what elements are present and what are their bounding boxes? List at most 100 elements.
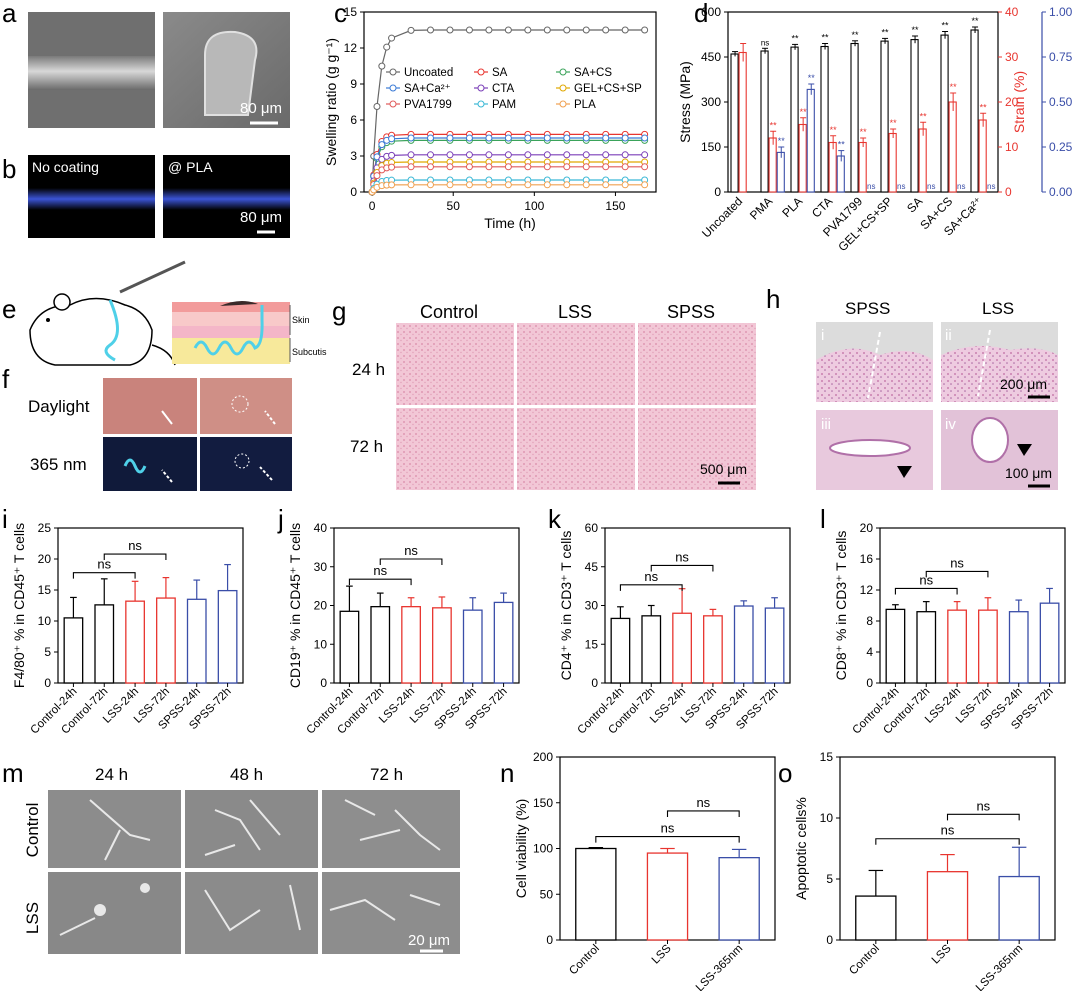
bar [641, 615, 662, 684]
scale-label: 200 μm [1000, 376, 1047, 392]
panel-i-letter: i [2, 504, 8, 534]
data-point [407, 26, 415, 34]
y-axis-label: Strain (%) [1011, 71, 1027, 133]
data-point [427, 151, 435, 159]
col-spss: SPSS [845, 299, 890, 318]
y-tick-label: 20 [314, 599, 328, 613]
significance-bracket [925, 570, 989, 578]
y-tick-label: 100 [533, 842, 553, 856]
significance-label: ns [675, 549, 689, 564]
legend-label: SA [492, 67, 508, 79]
data-point [641, 134, 649, 142]
significance-label: ns [128, 538, 142, 553]
suture-in-tissue [193, 305, 264, 356]
legend-label: SA+CS [574, 67, 612, 79]
y-tick-label: 12 [344, 41, 358, 55]
bar [63, 617, 84, 684]
x-tick-label: LSS-365nm [974, 943, 1025, 991]
panel-l-letter: l [820, 504, 826, 534]
bar [947, 609, 967, 684]
significance-bracket [894, 587, 958, 595]
data-point [378, 62, 386, 70]
significance-bracket [595, 836, 740, 843]
legend-marker [389, 84, 397, 92]
data-point [621, 26, 629, 34]
y-axis-label: CD19⁺ % in CD45⁺ T cells [287, 523, 303, 688]
y-tick-label: 300 [701, 95, 721, 109]
panel-m-letter: m [2, 758, 24, 788]
data-point [485, 26, 493, 34]
bar [339, 610, 360, 684]
sem-cell-image [322, 872, 460, 954]
row-72h: 72 h [350, 437, 383, 456]
data-point [446, 26, 454, 34]
significance-label: ns [919, 572, 933, 587]
bar [703, 615, 723, 684]
data-point [582, 26, 590, 34]
data-point [524, 134, 532, 142]
y-tick-label: 0.50 [1049, 95, 1073, 109]
panel-h-letter: h [766, 284, 780, 314]
data-point [504, 163, 512, 171]
data-point [373, 103, 381, 111]
panel-e-letter: e [2, 294, 16, 324]
histology-image [396, 408, 514, 490]
data-point [388, 135, 396, 143]
arrowhead [897, 466, 912, 478]
pla-label: @ PLA [168, 159, 213, 175]
significance-bracket [619, 584, 683, 591]
tissue-section [816, 348, 933, 402]
data-point [641, 181, 649, 189]
data-point [563, 26, 571, 34]
data-point [427, 134, 435, 142]
x-tick-label: CTA [809, 194, 835, 220]
panel-a: a 80 μm [2, 0, 290, 128]
data-point [524, 151, 532, 159]
chart-c: c 0 3 6 9 12 15 Swelling ratio (g g⁻¹) 0 50 100 150… [323, 0, 657, 231]
panel-e: e Skin Subcutis [2, 260, 327, 366]
bar [948, 101, 957, 193]
data-point [582, 163, 590, 171]
data-point [621, 181, 629, 189]
cell [204, 799, 281, 856]
sem-cell-image [185, 872, 318, 954]
panel-k-letter: k [548, 504, 562, 534]
y-tick-label: 5 [44, 645, 51, 659]
panel-c-letter: c [334, 0, 347, 28]
x-tick-label: 0 [369, 199, 376, 213]
y-tick-label: 0 [350, 185, 357, 199]
wound [220, 300, 258, 306]
y-axis-label: F4/80⁺ % in CD45⁺ T cells [11, 523, 27, 688]
fat-layer [172, 326, 290, 338]
bar [764, 607, 785, 684]
significance-label: ** [822, 33, 830, 43]
y-tick-label: 10 [820, 811, 834, 825]
significance-label: ** [912, 25, 920, 35]
sem-fiber-cross [204, 30, 258, 116]
mouse-tail [151, 344, 176, 366]
legend-marker [477, 100, 485, 108]
y-tick-label: 40 [314, 521, 328, 535]
data-point [543, 163, 551, 171]
bar [776, 151, 785, 193]
bar [1008, 611, 1029, 684]
bar [850, 42, 859, 193]
bar [610, 617, 631, 684]
data-point [407, 134, 415, 142]
data-point [427, 181, 435, 189]
data-point [383, 43, 391, 51]
x-tick-label: LSS [650, 942, 674, 966]
scale-label: 80 μm [240, 100, 282, 117]
y-tick-label: 45 [585, 560, 599, 574]
uv-label: 365 nm [30, 455, 87, 474]
bar [1039, 602, 1060, 684]
suture-cavity [971, 417, 1009, 463]
bar [575, 847, 617, 941]
y-axis-label: Swelling ratio (g g⁻¹) [323, 38, 339, 166]
data-point [524, 26, 532, 34]
y-tick-label: 0 [1005, 185, 1012, 199]
legend-label: PAM [492, 99, 516, 111]
cell [59, 884, 301, 936]
legend-label: SA+Ca²⁺ [404, 83, 451, 95]
